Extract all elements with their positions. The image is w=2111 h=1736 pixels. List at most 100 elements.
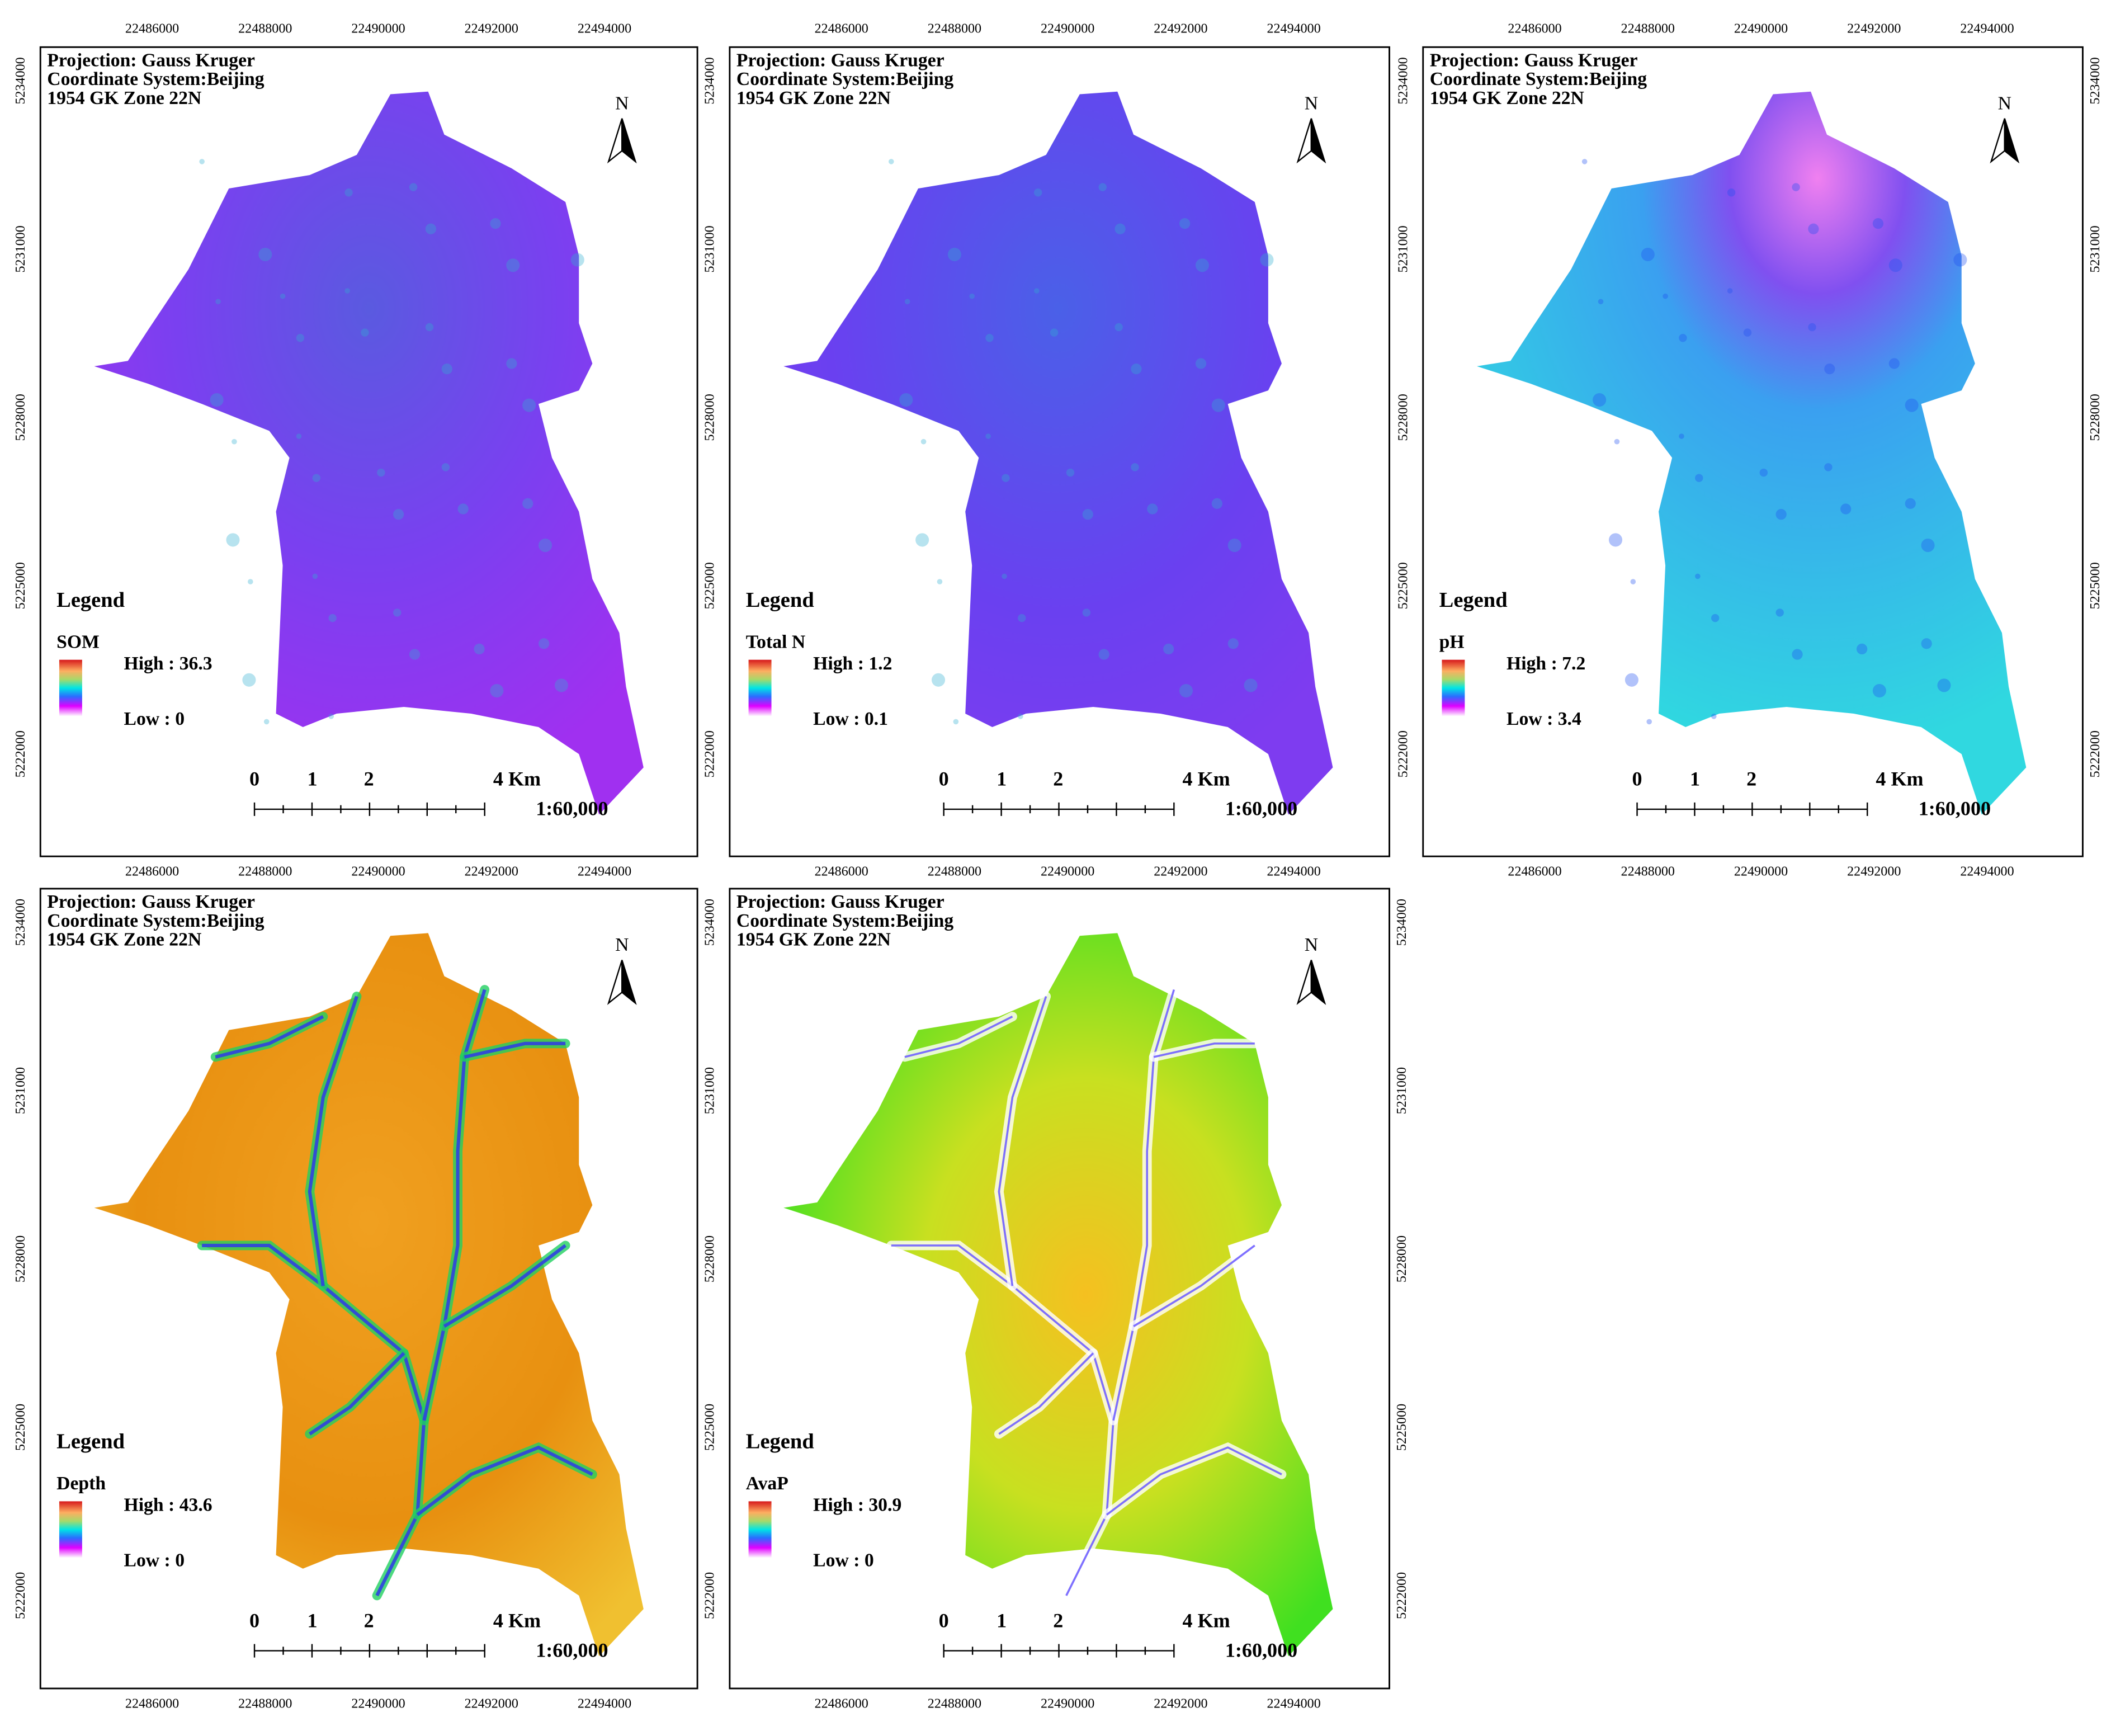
y-coordinate-label: 5225000 xyxy=(13,1404,28,1451)
x-coordinate-label: 22490000 xyxy=(351,1696,405,1711)
texture xyxy=(409,649,421,660)
texture xyxy=(1840,503,1852,515)
north-arrow-right xyxy=(621,118,637,164)
x-coordinate-label: 22492000 xyxy=(465,865,518,879)
y-coordinate-label: 5234000 xyxy=(2088,57,2103,104)
x-coordinate-label: 22488000 xyxy=(1621,21,1675,36)
projection-text: Projection: Gauss Kruger xyxy=(736,891,944,912)
legend-ramp xyxy=(748,659,772,716)
scale-label: 4 Km xyxy=(493,1609,541,1631)
map-area xyxy=(94,91,644,815)
texture xyxy=(1679,334,1687,342)
stream xyxy=(998,996,1047,1286)
texture xyxy=(296,334,305,342)
y-coordinate-label: 5225000 xyxy=(2088,562,2103,609)
texture xyxy=(969,293,975,299)
texture xyxy=(1147,503,1158,515)
x-coordinate-label: 22486000 xyxy=(815,1696,868,1711)
texture xyxy=(1260,253,1274,267)
x-coordinate-label: 22486000 xyxy=(125,1696,179,1711)
y-coordinate-label: 5222000 xyxy=(2088,730,2103,777)
scale-label: 0 xyxy=(249,1609,259,1631)
texture xyxy=(953,719,959,725)
scale-label: 4 Km xyxy=(493,768,541,790)
y-coordinate-label: 5228000 xyxy=(1395,1235,1409,1282)
y-coordinate-label: 5228000 xyxy=(13,394,28,441)
texture xyxy=(539,638,550,649)
texture xyxy=(1921,638,1932,649)
texture xyxy=(1711,713,1717,719)
scale-label: 0 xyxy=(939,768,949,790)
texture xyxy=(312,573,318,579)
x-coordinate-label: 22486000 xyxy=(125,21,179,36)
y-coordinate-label: 5228000 xyxy=(13,1235,28,1282)
texture xyxy=(1695,573,1701,579)
y-coordinate-label: 5231000 xyxy=(703,225,717,272)
x-coordinate-label: 22488000 xyxy=(928,21,981,36)
texture xyxy=(1211,398,1225,412)
north-label: N xyxy=(1305,935,1318,955)
texture xyxy=(1759,468,1768,477)
texture xyxy=(522,498,533,510)
texture xyxy=(932,673,946,687)
texture xyxy=(1114,223,1126,234)
stream xyxy=(422,989,487,1421)
texture xyxy=(312,474,321,482)
texture xyxy=(1663,293,1668,299)
x-coordinate-label: 22494000 xyxy=(1267,21,1321,36)
y-coordinate-label: 5222000 xyxy=(703,730,717,777)
texture xyxy=(425,223,437,234)
x-coordinate-label: 22492000 xyxy=(1847,21,1901,36)
texture xyxy=(1131,463,1139,471)
texture xyxy=(1727,288,1733,294)
projection-text: 1954 GK Zone 22N xyxy=(47,930,201,950)
y-coordinate-label: 5222000 xyxy=(13,1572,28,1619)
texture xyxy=(899,393,913,407)
texture xyxy=(1608,533,1623,547)
scale-label: 2 xyxy=(364,1609,374,1631)
x-coordinate-label: 22494000 xyxy=(1267,1696,1321,1711)
y-coordinate-label: 5225000 xyxy=(703,1404,717,1451)
texture xyxy=(1679,433,1684,439)
x-coordinate-label: 22492000 xyxy=(1154,21,1207,36)
texture xyxy=(1195,258,1209,272)
texture xyxy=(1098,649,1109,660)
texture xyxy=(506,358,517,369)
texture xyxy=(296,433,302,439)
legend-high: High : 7.2 xyxy=(1506,653,1585,674)
x-coordinate-label: 22492000 xyxy=(1154,1696,1207,1711)
texture xyxy=(1227,539,1241,553)
x-coordinate-label: 22492000 xyxy=(1847,865,1901,879)
texture xyxy=(1195,358,1207,369)
north-arrow-right xyxy=(621,960,637,1005)
x-coordinate-label: 22486000 xyxy=(815,865,868,879)
projection-text: Coordinate System:Beijing xyxy=(47,69,264,89)
scale-label: 1 xyxy=(1690,768,1700,790)
x-coordinate-label: 22488000 xyxy=(238,21,292,36)
texture xyxy=(888,159,894,164)
texture xyxy=(1179,684,1193,698)
texture xyxy=(1792,649,1803,660)
legend-low: Low : 0 xyxy=(813,1550,874,1570)
legend-ramp xyxy=(748,1501,772,1558)
legend-low: Low : 3.4 xyxy=(1506,709,1581,729)
scale-ratio: 1:60,000 xyxy=(1919,798,1991,820)
texture xyxy=(490,218,501,229)
legend-title: Legend xyxy=(56,588,125,612)
texture xyxy=(1066,468,1075,477)
y-coordinate-label: 5231000 xyxy=(1395,1067,1409,1114)
map-area xyxy=(783,91,1333,815)
texture xyxy=(1082,509,1093,520)
x-coordinate-label: 22494000 xyxy=(578,865,631,879)
projection-text: Projection: Gauss Kruger xyxy=(47,891,255,912)
legend-ramp xyxy=(1442,659,1465,716)
y-coordinate-label: 5231000 xyxy=(703,1067,717,1114)
scale-label: 2 xyxy=(1053,1609,1063,1631)
texture xyxy=(1624,673,1638,687)
y-coordinate-label: 5234000 xyxy=(703,57,717,104)
scale-label: 4 Km xyxy=(1183,1609,1230,1631)
y-coordinate-label: 5228000 xyxy=(703,394,717,441)
x-coordinate-label: 22494000 xyxy=(1960,865,2014,879)
